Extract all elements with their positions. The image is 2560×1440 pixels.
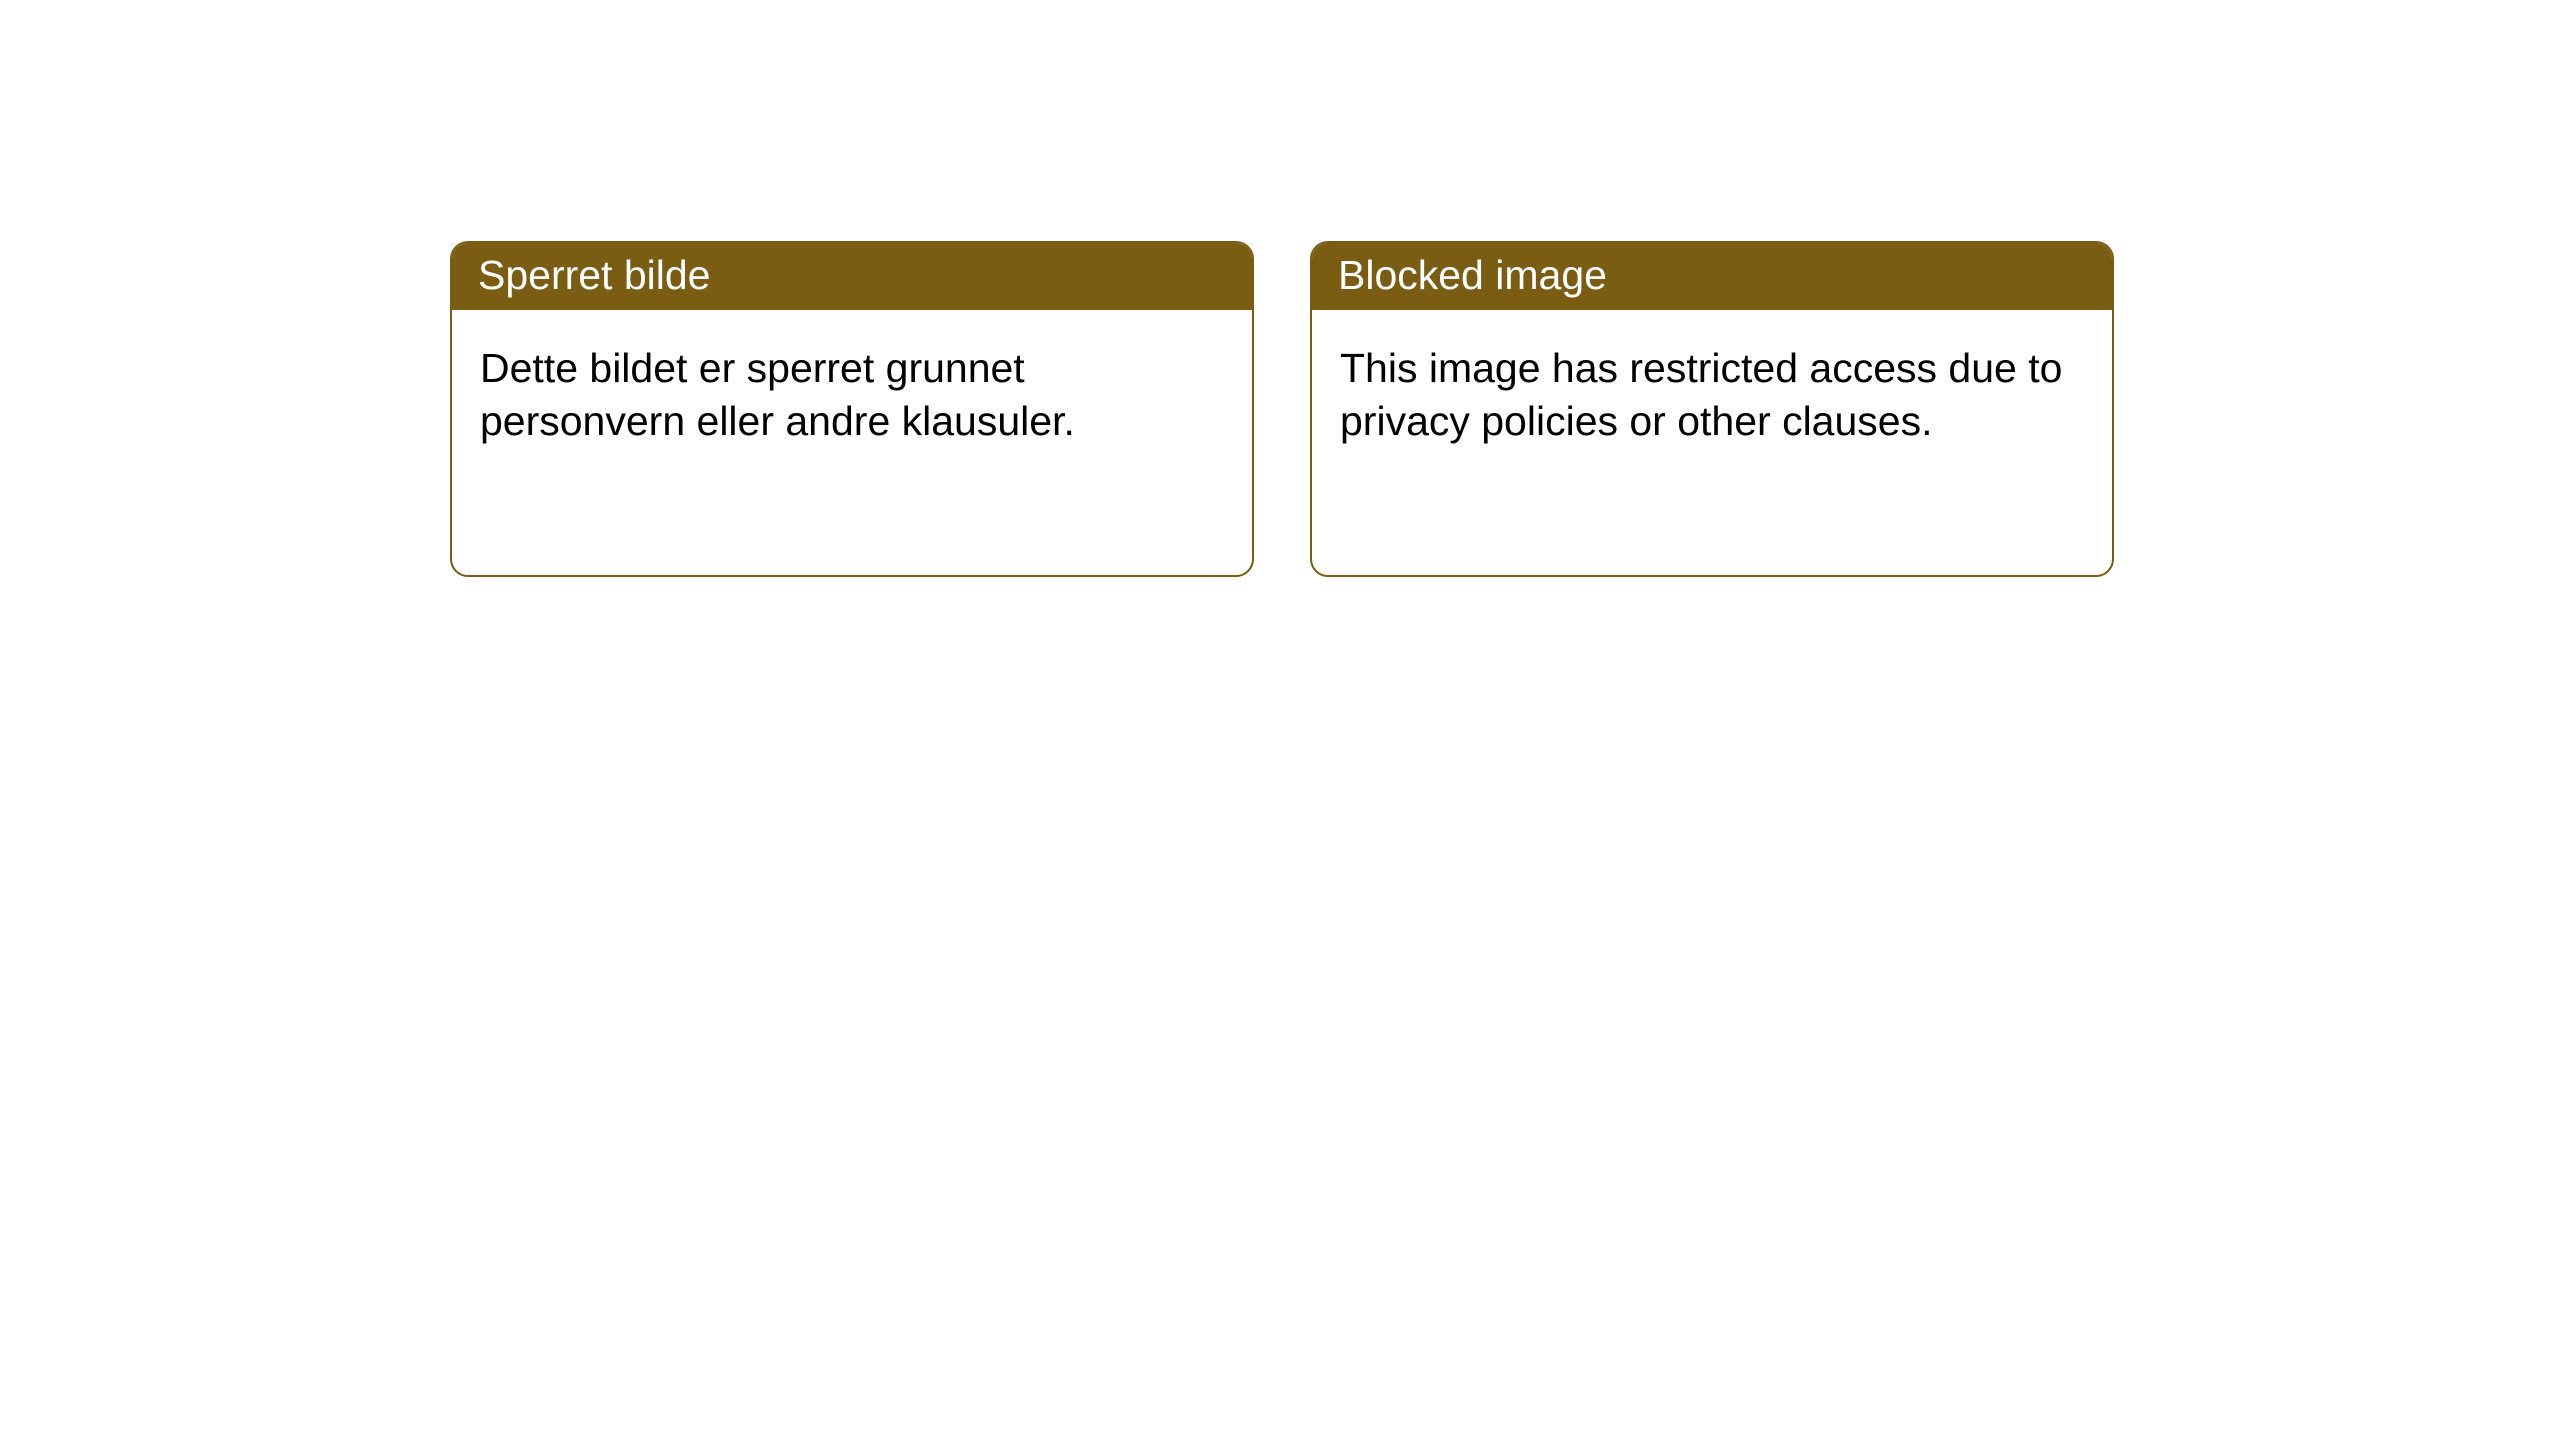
notice-body-no: Dette bildet er sperret grunnet personve… [452, 310, 1252, 479]
notice-body-en: This image has restricted access due to … [1312, 310, 2112, 479]
notice-container: Sperret bilde Dette bildet er sperret gr… [0, 0, 2560, 577]
notice-box-no: Sperret bilde Dette bildet er sperret gr… [450, 241, 1254, 577]
notice-title-en: Blocked image [1312, 243, 2112, 310]
notice-title-no: Sperret bilde [452, 243, 1252, 310]
notice-box-en: Blocked image This image has restricted … [1310, 241, 2114, 577]
